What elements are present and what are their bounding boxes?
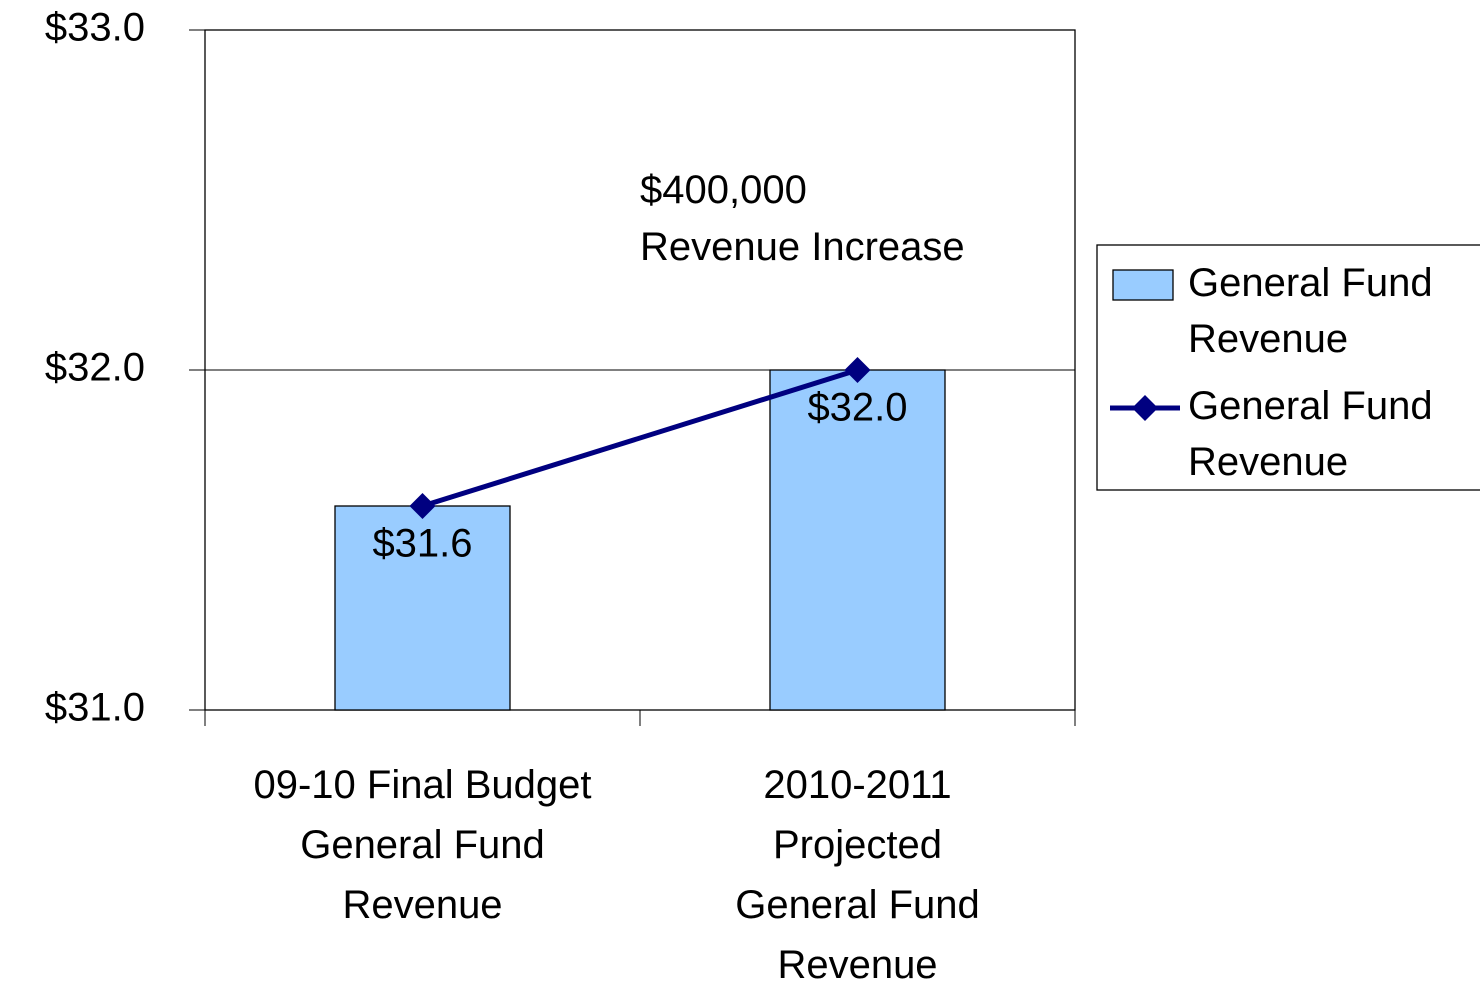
x-tick-label: 09-10 Final Budget General Fund Revenue bbox=[253, 763, 592, 927]
y-tick-label: $33.0 bbox=[45, 6, 145, 50]
legend-label: General Fund Revenue bbox=[1188, 261, 1433, 361]
data-label: $31.6 bbox=[372, 522, 472, 566]
bar bbox=[334, 505, 511, 711]
bar bbox=[769, 369, 946, 711]
marker bbox=[409, 493, 436, 519]
legend-marker bbox=[1132, 395, 1158, 421]
legend-swatch bbox=[1112, 269, 1174, 301]
marker bbox=[844, 357, 871, 383]
y-tick-label: $32.0 bbox=[45, 346, 145, 390]
y-tick-label: $31.0 bbox=[45, 686, 145, 730]
line bbox=[421, 367, 859, 509]
x-tick-label: 2010-2011 Projected General Fund Revenue bbox=[735, 763, 980, 986]
legend-label: General Fund Revenue bbox=[1188, 384, 1433, 484]
data-label: $32.0 bbox=[807, 386, 907, 430]
annotation: $400,000 Revenue Increase bbox=[640, 168, 965, 269]
